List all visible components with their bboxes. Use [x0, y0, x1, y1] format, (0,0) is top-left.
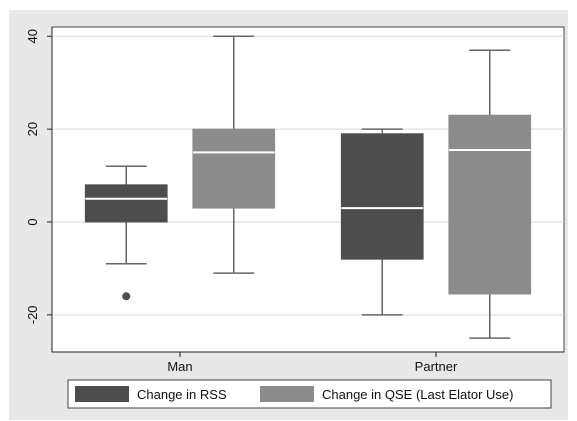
- x-tick-label: Man: [167, 359, 192, 374]
- y-tick-label: 0: [25, 218, 40, 225]
- y-tick-label: -20: [25, 305, 40, 324]
- y-tick-label: 20: [25, 122, 40, 136]
- box-iqr: [84, 184, 168, 223]
- legend-label: Change in QSE (Last Elator Use): [322, 387, 513, 402]
- x-axis: Man Partner: [52, 351, 564, 374]
- legend: Change in RSS Change in QSE (Last Elator …: [67, 379, 552, 409]
- legend-swatch: [260, 386, 314, 402]
- legend-swatch: [75, 386, 129, 402]
- box-iqr: [448, 114, 532, 295]
- box-iqr: [340, 133, 424, 260]
- y-tick-label: 40: [25, 29, 40, 43]
- box-iqr: [192, 128, 276, 209]
- y-axis: -20 0 20 40: [25, 27, 53, 352]
- outlier-point: [122, 292, 131, 301]
- x-tick-label: Partner: [415, 359, 458, 374]
- legend-label: Change in RSS: [137, 387, 227, 402]
- box-series: [84, 35, 532, 339]
